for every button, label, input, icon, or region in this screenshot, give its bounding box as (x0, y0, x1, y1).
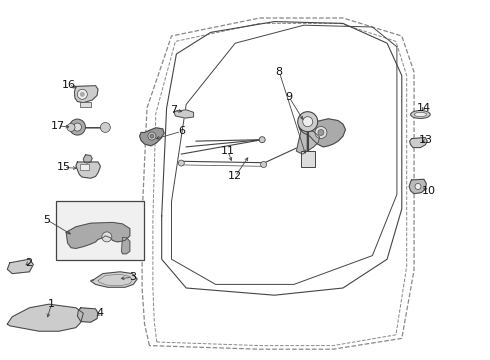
Text: 3: 3 (129, 272, 136, 282)
Polygon shape (74, 86, 98, 103)
Text: 8: 8 (276, 67, 283, 77)
Polygon shape (122, 238, 130, 254)
Text: 17: 17 (51, 121, 65, 131)
Bar (80, 164, 89, 170)
Text: 7: 7 (171, 105, 177, 115)
Text: 9: 9 (286, 92, 293, 102)
Text: 14: 14 (417, 103, 431, 113)
Polygon shape (7, 259, 33, 274)
Circle shape (303, 117, 313, 127)
Text: 11: 11 (221, 146, 235, 156)
Bar (301, 151, 315, 167)
Bar (80, 102, 91, 107)
Circle shape (100, 122, 110, 132)
Text: 15: 15 (57, 162, 71, 172)
Polygon shape (77, 308, 98, 322)
Circle shape (318, 130, 324, 135)
Text: 12: 12 (228, 171, 242, 181)
Polygon shape (296, 130, 319, 154)
Circle shape (261, 162, 267, 167)
Circle shape (102, 232, 112, 242)
Bar (56, 201, 144, 260)
Text: 6: 6 (178, 126, 185, 136)
Circle shape (178, 160, 184, 166)
Polygon shape (174, 110, 194, 118)
Ellipse shape (411, 111, 430, 118)
Circle shape (259, 137, 265, 143)
Text: 10: 10 (422, 186, 436, 196)
Text: 4: 4 (97, 308, 104, 318)
Text: 2: 2 (25, 258, 32, 268)
Circle shape (80, 92, 85, 97)
Text: 5: 5 (43, 215, 50, 225)
Polygon shape (299, 119, 345, 147)
Polygon shape (410, 138, 427, 148)
Polygon shape (83, 155, 92, 163)
Polygon shape (140, 128, 164, 146)
Text: 1: 1 (48, 299, 55, 309)
Polygon shape (76, 162, 100, 178)
Circle shape (315, 126, 327, 139)
Circle shape (150, 134, 154, 138)
Circle shape (70, 119, 85, 135)
Circle shape (67, 123, 75, 131)
Polygon shape (409, 179, 426, 194)
Text: 16: 16 (62, 80, 75, 90)
Circle shape (77, 89, 87, 99)
Polygon shape (66, 222, 130, 248)
Circle shape (298, 112, 318, 132)
Circle shape (74, 123, 81, 131)
Circle shape (415, 184, 421, 189)
Ellipse shape (415, 112, 427, 117)
Text: 13: 13 (419, 135, 433, 145)
Circle shape (148, 132, 156, 140)
Polygon shape (7, 304, 83, 331)
Polygon shape (91, 272, 137, 287)
